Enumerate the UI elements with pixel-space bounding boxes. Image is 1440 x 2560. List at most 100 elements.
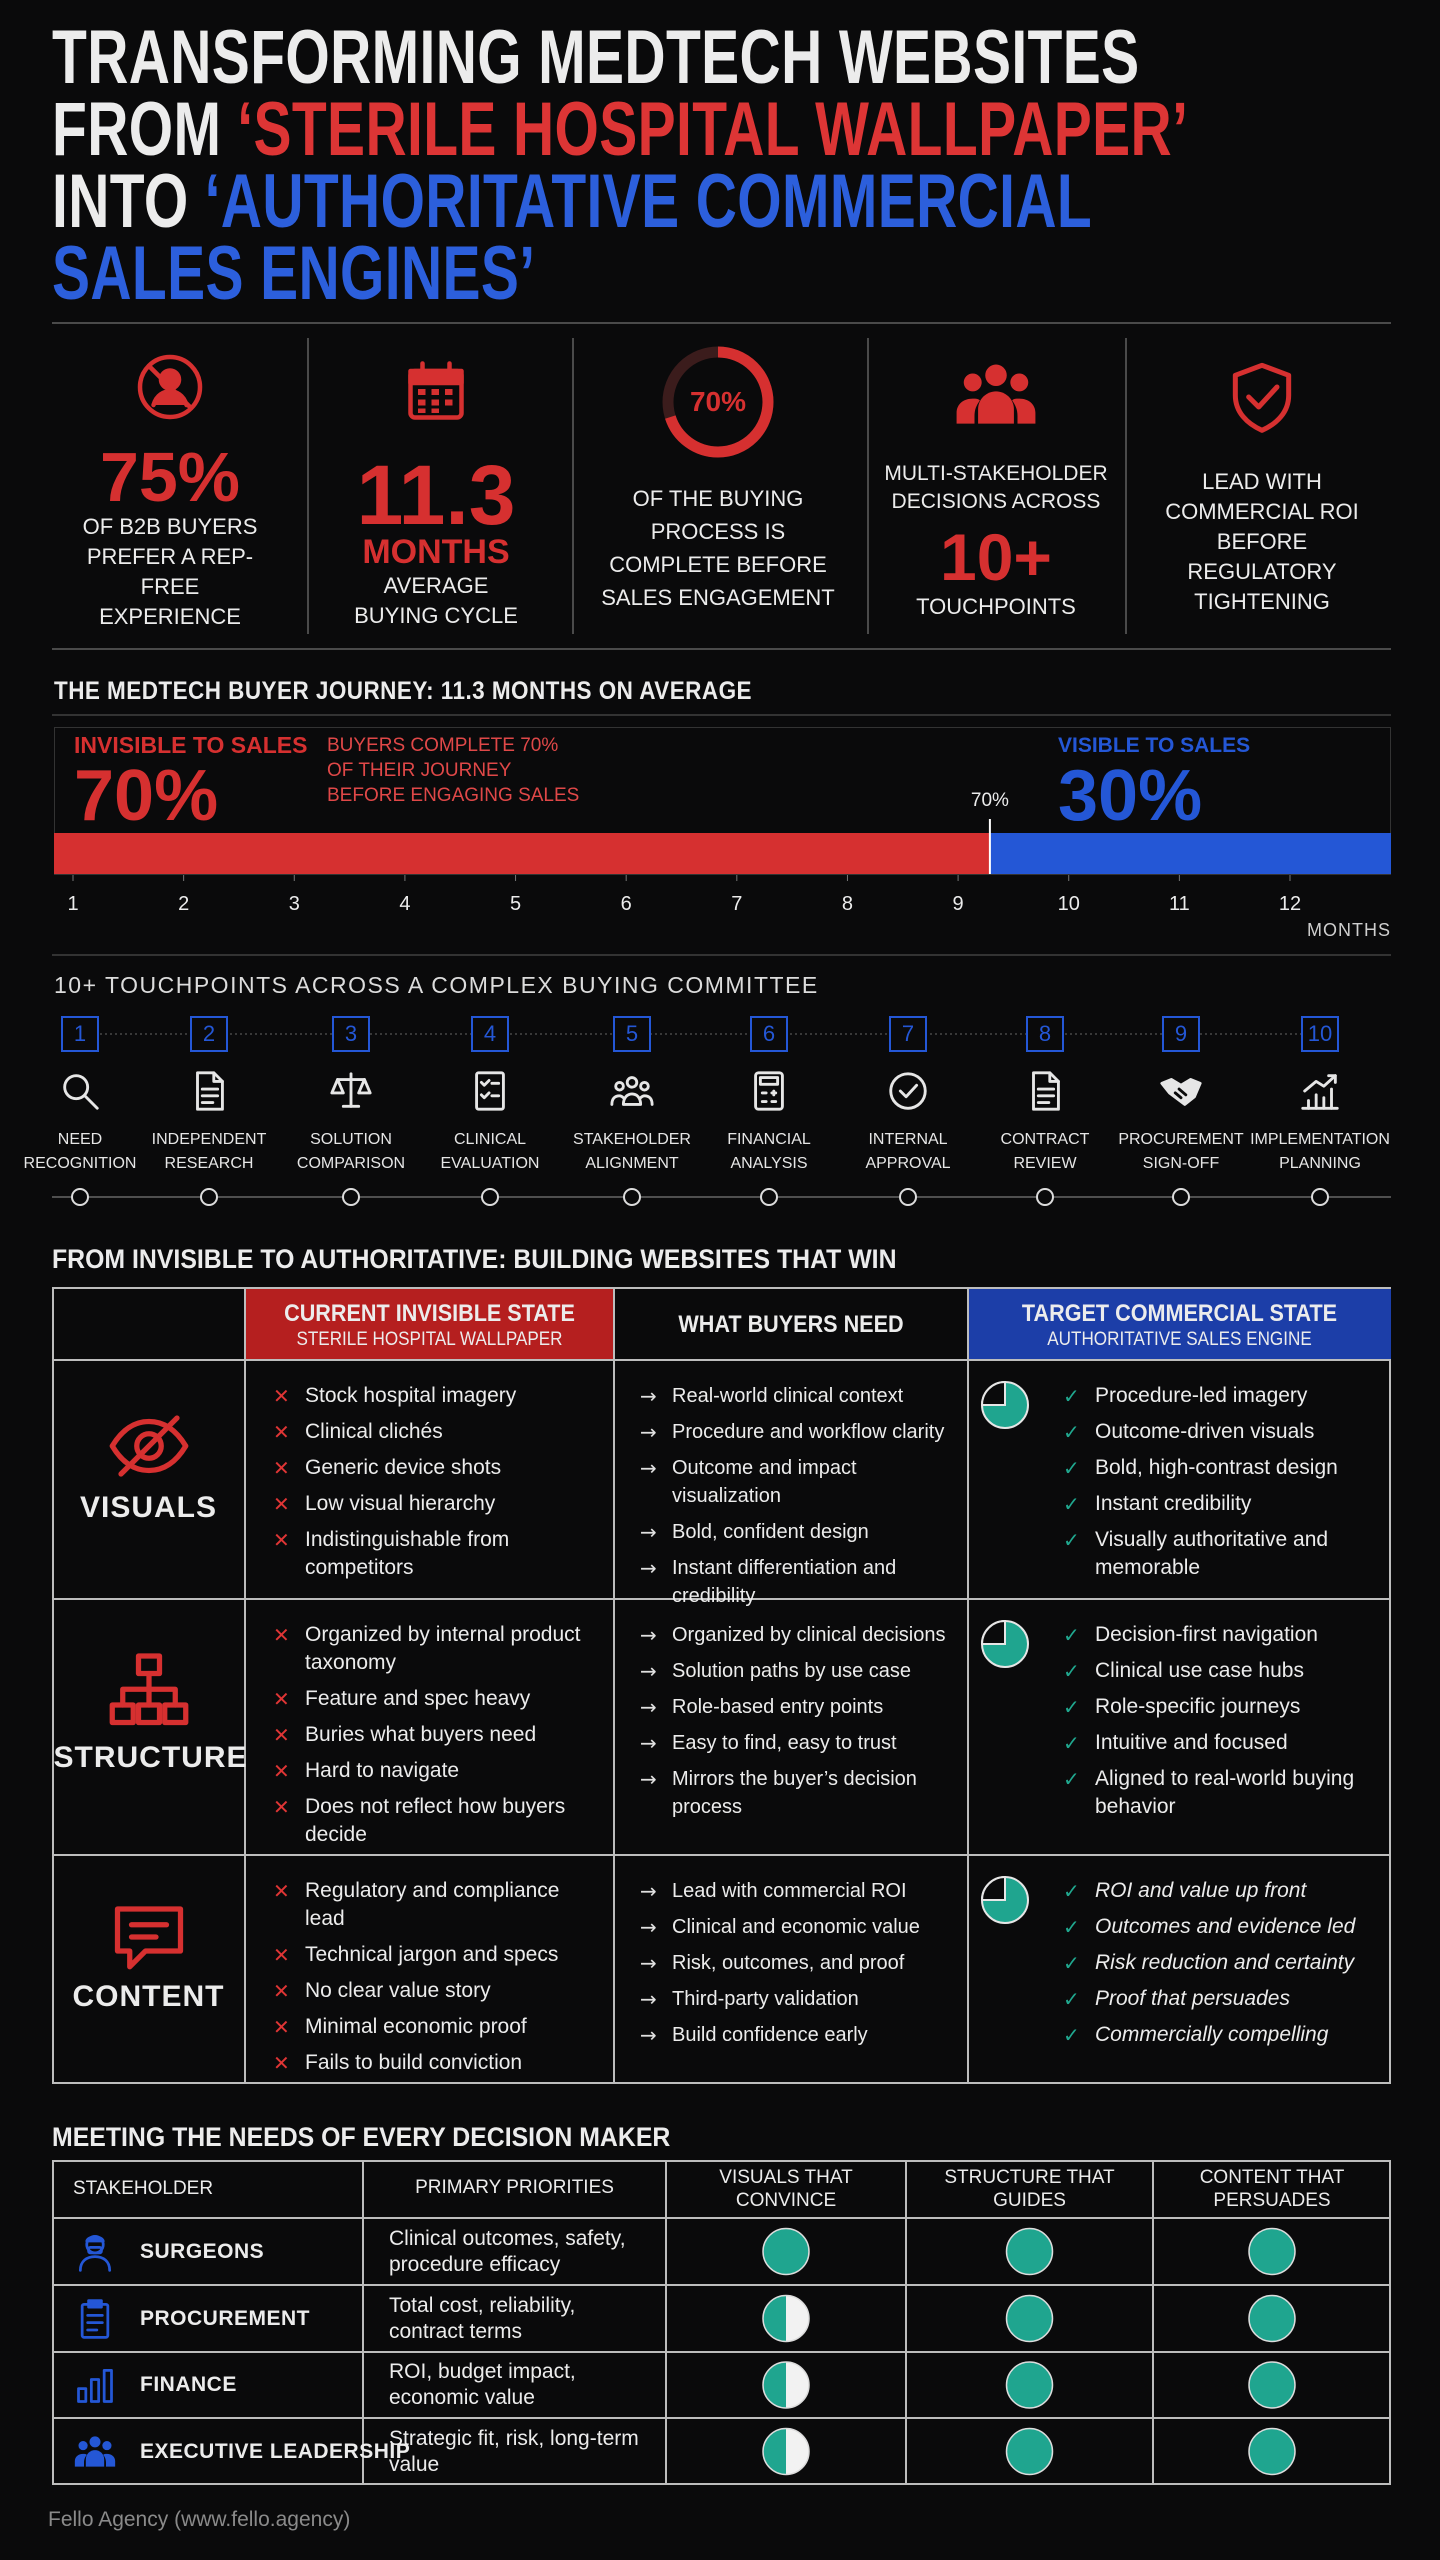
- icon-part: [78, 2440, 88, 2450]
- icon-part: [74, 2435, 116, 2467]
- icon-part: [431, 399, 439, 406]
- item-list: Decision-first navigation Clinical use ca…: [1063, 1621, 1379, 1829]
- icon-part: [1173, 1087, 1188, 1100]
- step-label: IMPLEMENTATION PLANNING: [1250, 1131, 1390, 1172]
- step-number: 5: [613, 1016, 651, 1052]
- list-item: Feature and spec heavy: [273, 1685, 602, 1713]
- header-cell: [968, 1289, 1391, 1360]
- list-item: Clinical use case hubs: [1063, 1657, 1379, 1685]
- title-part: INTO: [52, 159, 189, 244]
- icon-part: [102, 2440, 112, 2450]
- list-item: Hard to navigate: [273, 1757, 602, 1785]
- header-subtitle: AUTHORITATIVE SALES ENGINE: [1047, 1329, 1312, 1350]
- harvey-balls: [762, 2227, 1296, 2276]
- list-item: Procedure and workflow clarity: [640, 1418, 956, 1446]
- step-number: 10: [1301, 1016, 1339, 1052]
- ball-outline: [762, 2294, 810, 2343]
- icon-part: [956, 398, 980, 424]
- step-dot: [760, 1188, 778, 1206]
- icon-part: [985, 364, 1007, 387]
- ball-fill: [1249, 2228, 1295, 2275]
- status-icon: [980, 1875, 1029, 1924]
- list-item: Third-party validation: [640, 1985, 956, 2013]
- title-part: TRANSFORMING MEDTECH WEBSITES FROM: [52, 15, 1140, 172]
- row-line: [52, 2417, 1391, 2419]
- list-item: Instant differentiation and credibility: [640, 1554, 956, 1610]
- ball-fill: [1006, 2428, 1053, 2475]
- section-title: MEETING THE NEEDS OF EVERY DECISION MAKE…: [52, 2122, 671, 2152]
- month-label: 7: [731, 893, 743, 915]
- step-label: CONTRACT REVIEW: [1000, 1131, 1090, 1172]
- icon-part: [146, 363, 194, 411]
- divider: [1125, 338, 1127, 634]
- icon-part: [639, 1080, 650, 1092]
- list-item: Stock hospital imagery: [273, 1382, 602, 1410]
- icon: [889, 1072, 927, 1110]
- header-cell: STAKEHOLDER: [73, 2178, 214, 2199]
- divider: [244, 1287, 246, 2084]
- step-number: 2: [190, 1016, 228, 1052]
- icon-part: [610, 1094, 625, 1106]
- title: TRANSFORMING MEDTECH WEBSITES FROM ‘STERI…: [52, 20, 1222, 312]
- list-item: Regulatory and compliance lead: [273, 1877, 602, 1933]
- step-label: INTERNAL APPROVAL: [865, 1131, 951, 1172]
- priorities: Total cost, reliability, contract terms: [389, 2293, 576, 2343]
- month-label: 10: [1057, 893, 1080, 915]
- icon-part: [898, 1083, 919, 1099]
- divider: [52, 954, 1391, 956]
- step-number: 1: [61, 1016, 99, 1052]
- item-list: Organized by internal product taxonomy Fe…: [273, 1621, 602, 1857]
- step-label: SOLUTION COMPARISON: [296, 1131, 406, 1172]
- bar-invisible: [54, 833, 990, 874]
- ball-fill: [1006, 2362, 1053, 2408]
- divider: [613, 1287, 615, 2084]
- row-line: [52, 2217, 1391, 2219]
- icon: [408, 361, 464, 420]
- icon-part: [212, 1071, 224, 1083]
- icon-part: [418, 389, 426, 395]
- step-number: 4: [471, 1016, 509, 1052]
- icon-part: [614, 1080, 625, 1092]
- icon: [1032, 1071, 1060, 1111]
- icon: [1232, 362, 1292, 433]
- icon-part: [1032, 1071, 1060, 1111]
- divider: [307, 338, 309, 634]
- ball-outline: [1248, 2227, 1296, 2276]
- priorities: Strategic fit, risk, long-term value: [389, 2426, 639, 2476]
- axis-label: MONTHS: [1307, 920, 1391, 940]
- row-label: CONTENT: [72, 1979, 225, 2013]
- header-subtitle: STERILE HOSPITAL WALLPAPER: [296, 1329, 563, 1350]
- list-item: No clear value story: [273, 1977, 602, 2005]
- row-label: VISUALS: [79, 1491, 218, 1525]
- ball-outline: [762, 2361, 810, 2409]
- list-item: Fails to build conviction: [273, 2049, 602, 2077]
- icon-part: [639, 1094, 654, 1106]
- step-number: 7: [889, 1016, 927, 1052]
- icon: [77, 2368, 113, 2403]
- icon: [114, 1906, 183, 1970]
- header-cell: [245, 1289, 614, 1360]
- step-dot: [1311, 1188, 1329, 1206]
- step-dot: [623, 1188, 641, 1206]
- list-item: Decision-first navigation: [1063, 1621, 1379, 1649]
- list-item: Visually authoritative and memorable: [1063, 1526, 1379, 1582]
- big-value: 70%: [74, 756, 219, 836]
- divider: [1152, 2160, 1154, 2485]
- icon: [1160, 1078, 1202, 1106]
- icon-part: [77, 2387, 88, 2403]
- list-item: Build confidence early: [640, 2021, 956, 2049]
- gauge-arc: [662, 346, 774, 458]
- journey-bar: [54, 819, 1391, 874]
- icon-part: [1246, 384, 1280, 410]
- stakeholder-name: FINANCE: [140, 2373, 237, 2396]
- pie-gap: [980, 1875, 1006, 1901]
- icon-part: [418, 389, 453, 413]
- ball-fill: [1249, 2362, 1295, 2408]
- icon-part: [1232, 362, 1292, 433]
- step-label: PROCUREMENT SIGN-OFF: [1118, 1131, 1244, 1172]
- icon-part: [133, 1431, 164, 1461]
- icon-part: [78, 2254, 112, 2272]
- icon-part: [137, 354, 203, 420]
- step-dot: [342, 1188, 360, 1206]
